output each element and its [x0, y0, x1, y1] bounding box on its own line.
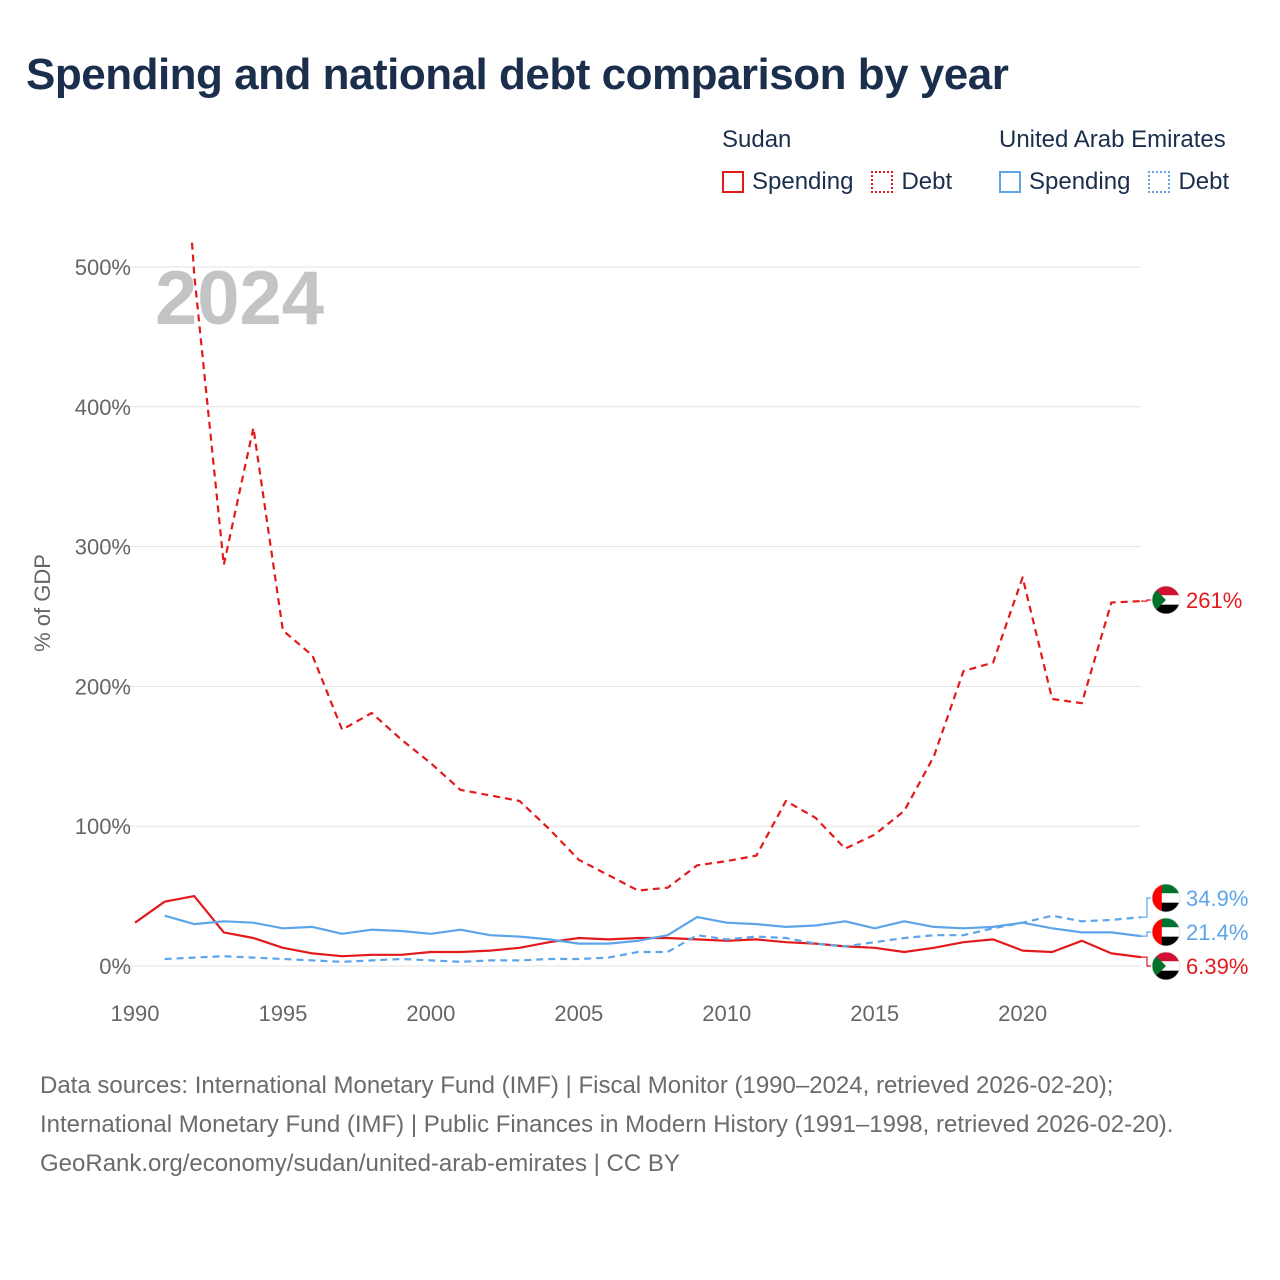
legend-label: Debt	[1178, 168, 1230, 195]
sudan-flag-icon	[1152, 586, 1180, 614]
line-chart: 2024 0% 100% 200% 300% 400% 500% 1990 1995 2000…	[30, 0, 1248, 1026]
end-label-connector	[1141, 956, 1151, 967]
y-axis-ticks: 0% 100% 200% 300% 400% 500%	[75, 255, 131, 979]
end-label-value: 34.9%	[1186, 886, 1248, 911]
x-tick-label: 2020	[998, 1001, 1047, 1026]
legend-swatch-solid	[999, 171, 1021, 193]
x-axis-ticks: 1990 1995 2000 2005 2010 2015 2020	[111, 1001, 1048, 1026]
series-line-united-arab-emirates-debt[interactable]	[164, 914, 1142, 963]
y-tick-label: 100%	[75, 814, 131, 839]
legend-item-sudan-debt[interactable]: Debt	[871, 168, 952, 196]
legend-label: Debt	[901, 168, 953, 195]
x-tick-label: 2010	[702, 1001, 751, 1026]
y-tick-label: 0%	[99, 954, 131, 979]
legend-item-uae-spending[interactable]: Spending	[999, 168, 1130, 196]
y-tick-label: 300%	[75, 535, 131, 560]
legend-group-uae: United Arab Emirates Spending Debt	[999, 126, 1247, 196]
end-label: 261%	[1141, 585, 1242, 615]
end-label: 34.9%	[1141, 883, 1248, 918]
legend-group-sudan: Sudan Spending Debt	[722, 126, 970, 196]
end-label-connector	[1141, 897, 1151, 918]
year-watermark: 2024	[155, 256, 324, 341]
grid-lines	[100, 266, 1141, 967]
legend-swatch-dotted	[871, 171, 894, 193]
legend-item-uae-debt[interactable]: Debt	[1148, 168, 1229, 196]
end-label-connector	[1141, 599, 1151, 602]
series-line-united-arab-emirates-spending[interactable]	[164, 914, 1142, 945]
legend-country-uae: United Arab Emirates	[999, 126, 1226, 153]
end-label-connector	[1141, 931, 1151, 937]
series-lines	[134, 0, 1142, 963]
legend-item-sudan-spending[interactable]: Spending	[722, 168, 853, 196]
chart-title: Spending and national debt comparison by…	[26, 50, 1009, 99]
data-sources: Data sources: International Monetary Fun…	[40, 1072, 1174, 1138]
end-label: 6.39%	[1141, 951, 1248, 981]
x-tick-label: 2005	[554, 1001, 603, 1026]
y-tick-label: 400%	[75, 395, 131, 420]
y-axis-label: % of GDP	[30, 554, 55, 652]
footer: Data sources: International Monetary Fun…	[40, 1066, 1240, 1183]
credit-link[interactable]: GeoRank.org/economy/sudan/united-arab-em…	[40, 1150, 680, 1177]
end-label: 21.4%	[1141, 917, 1248, 947]
end-label-value: 261%	[1186, 588, 1242, 613]
y-tick-label: 200%	[75, 674, 131, 699]
uae-flag-icon	[1152, 884, 1180, 912]
legend-swatch-solid	[722, 171, 744, 193]
y-tick-label: 500%	[75, 255, 131, 280]
legend-swatch-dotted	[1148, 171, 1171, 193]
legend-country-sudan: Sudan	[722, 126, 792, 153]
sudan-flag-icon	[1152, 952, 1180, 980]
end-labels: 261% 34.9% 21.4% 6.39%	[1141, 585, 1248, 981]
end-label-value: 21.4%	[1186, 920, 1248, 945]
legend-label: Spending	[1029, 168, 1131, 195]
legend-label: Spending	[752, 168, 854, 195]
x-tick-label: 1995	[258, 1001, 307, 1026]
end-label-value: 6.39%	[1186, 954, 1248, 979]
series-line-sudan-spending[interactable]	[134, 894, 1142, 959]
x-tick-label: 2000	[406, 1001, 455, 1026]
x-tick-label: 1990	[111, 1001, 160, 1026]
series-line-sudan-debt[interactable]	[165, 0, 1142, 892]
uae-flag-icon	[1152, 918, 1180, 946]
x-tick-label: 2015	[850, 1001, 899, 1026]
